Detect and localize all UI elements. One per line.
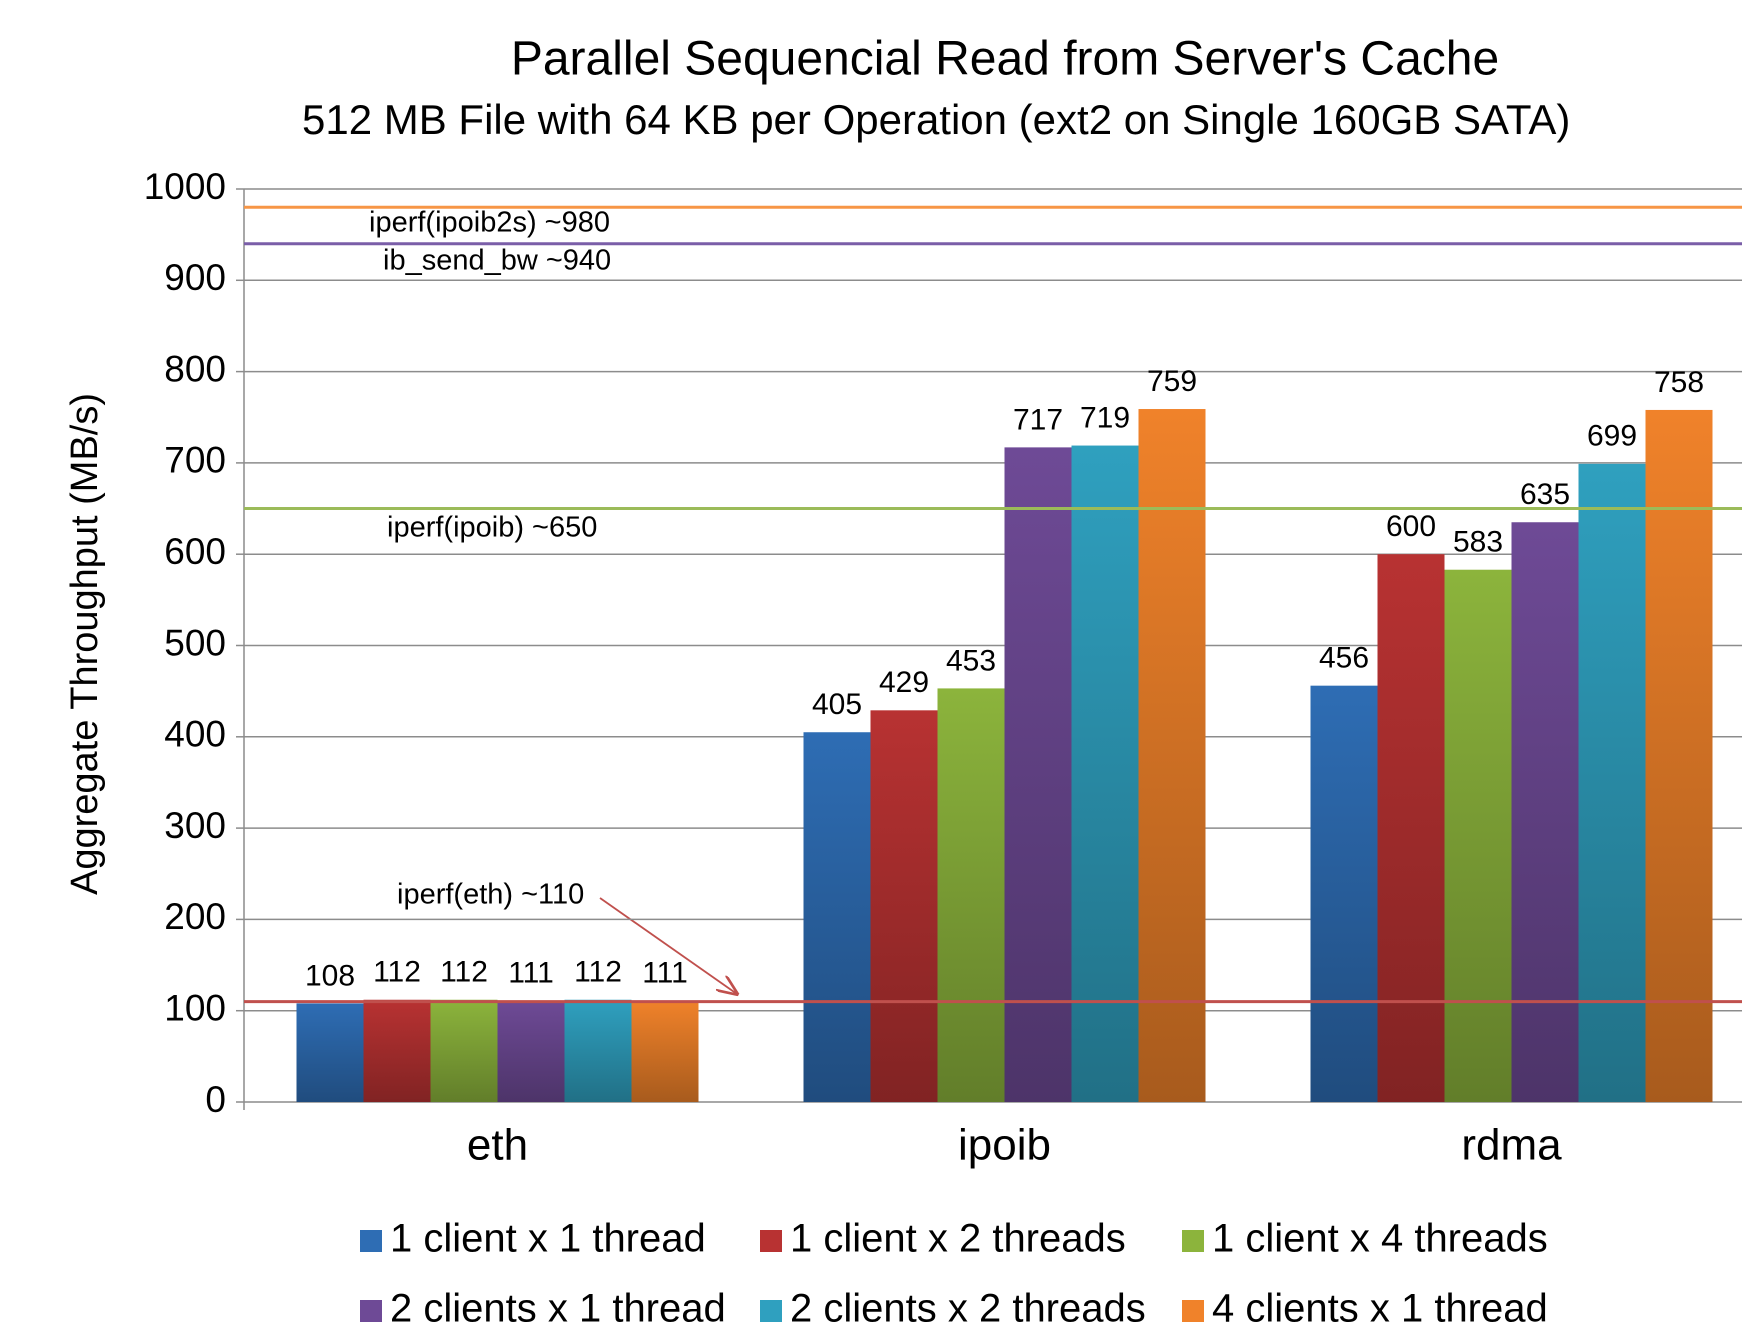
reference-label: ib_send_bw ~940 — [383, 245, 611, 277]
legend-label: 1 client x 1 thread — [390, 1217, 706, 1261]
y-tick-label: 400 — [164, 714, 226, 755]
legend-swatch — [360, 1230, 382, 1252]
y-tick-label: 100 — [164, 987, 226, 1028]
bar — [363, 999, 431, 1102]
y-tick-label: 900 — [164, 257, 226, 298]
value-label: 453 — [946, 644, 996, 677]
value-label: 759 — [1147, 365, 1197, 398]
y-tick-label: 800 — [164, 348, 226, 389]
legend-label: 1 client x 2 threads — [790, 1217, 1126, 1261]
bar — [1071, 445, 1139, 1103]
x-tick-label: eth — [467, 1121, 528, 1170]
value-label: 717 — [1013, 403, 1063, 436]
legend-swatch — [360, 1300, 382, 1322]
x-tick-label: ipoib — [958, 1121, 1051, 1170]
bar — [1578, 463, 1646, 1102]
chart-subtitle: 512 MB File with 64 KB per Operation (ex… — [302, 96, 1570, 143]
bar — [1444, 569, 1512, 1102]
value-label: 456 — [1319, 642, 1369, 675]
y-tick-label: 0 — [205, 1079, 226, 1120]
value-label: 699 — [1587, 420, 1637, 453]
y-tick-label: 700 — [164, 440, 226, 481]
value-label: 583 — [1453, 526, 1503, 559]
chart-title: Parallel Sequencial Read from Server's C… — [511, 33, 1499, 86]
bar — [631, 1000, 699, 1102]
y-axis-label: Aggregate Throughput (MB/s) — [64, 393, 106, 895]
reference-label: iperf(ipoib2s) ~980 — [369, 207, 610, 239]
value-label: 108 — [305, 959, 355, 992]
legend-swatch — [760, 1300, 782, 1322]
value-label: 112 — [574, 956, 622, 989]
bar — [1310, 685, 1378, 1102]
bar — [296, 1003, 364, 1102]
value-label: 635 — [1520, 478, 1570, 511]
legend-label: 2 clients x 1 thread — [390, 1287, 726, 1331]
y-tick-label: 200 — [164, 896, 226, 937]
bar — [1511, 522, 1579, 1102]
value-label: 112 — [440, 956, 488, 989]
bar — [1377, 554, 1445, 1102]
y-tick-label: 300 — [164, 805, 226, 846]
value-label: 429 — [879, 666, 929, 699]
legend-label: 4 clients x 1 thread — [1212, 1287, 1548, 1331]
bar — [803, 732, 871, 1102]
bar — [430, 999, 498, 1102]
reference-label: iperf(ipoib) ~650 — [387, 512, 597, 544]
bar — [1138, 409, 1206, 1103]
bar — [870, 710, 938, 1102]
value-label: 111 — [508, 957, 554, 990]
value-label: 112 — [373, 956, 421, 989]
y-tick-label: 500 — [164, 622, 226, 663]
value-label: 600 — [1386, 510, 1436, 543]
legend-label: 2 clients x 2 threads — [790, 1287, 1146, 1331]
bar — [1004, 447, 1072, 1102]
bar — [497, 1000, 565, 1102]
bar — [1645, 409, 1713, 1102]
legend-swatch — [1182, 1230, 1204, 1252]
value-label: 719 — [1080, 401, 1130, 434]
annotation-arrow — [599, 897, 737, 994]
bar — [937, 688, 1005, 1102]
bar — [564, 999, 632, 1102]
legend-swatch — [1182, 1300, 1204, 1322]
legend-swatch — [760, 1230, 782, 1252]
y-tick-label: 600 — [164, 531, 226, 572]
value-label: 111 — [642, 957, 688, 990]
reference-label: iperf(eth) ~110 — [397, 879, 584, 911]
value-label: 758 — [1654, 366, 1704, 399]
x-tick-label: rdma — [1461, 1121, 1562, 1170]
legend-label: 1 client x 4 threads — [1212, 1217, 1548, 1261]
y-tick-label: 1000 — [144, 166, 226, 207]
value-label: 405 — [812, 688, 862, 721]
